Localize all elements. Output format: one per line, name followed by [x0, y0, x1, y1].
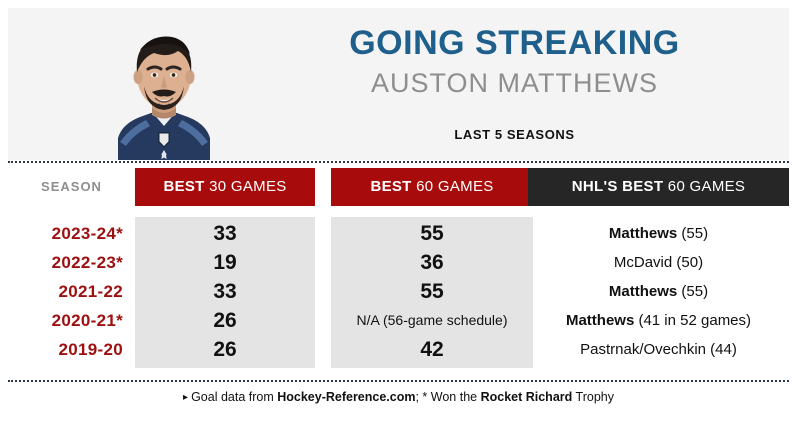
nhl-leader-detail: (50): [672, 254, 704, 271]
nhl-leader-detail: (55): [677, 283, 709, 300]
table-row: 26: [213, 309, 237, 332]
column-header-best-30-rest: 30 GAMES: [204, 178, 287, 195]
column-header-best-30-bold: BEST: [163, 178, 205, 195]
column-body-best-30-games: 33 19 33 26 26: [135, 217, 315, 368]
column-header-best-30-games: BEST 30 GAMES: [135, 168, 315, 206]
nhl-leader-name: Matthews: [565, 312, 635, 329]
table-row: 33: [213, 280, 237, 303]
column-body-best-60-games: 55 36 55 N/A (56-game schedule) 42: [331, 217, 533, 368]
table-row: Pastrnak/Ovechkin (44): [528, 335, 789, 364]
stats-table: SEASON 2023-24* 2022-23* 2021-22 2020-21…: [8, 168, 789, 374]
column-header-best-60-rest: 60 GAMES: [411, 178, 494, 195]
column-best-30-games: BEST 30 GAMES 33 19 33 26 26: [135, 168, 315, 368]
table-row: Matthews (55): [528, 219, 789, 248]
table-row: 55: [420, 280, 444, 303]
divider-top: [8, 161, 789, 163]
nhl-leader-detail: (41 in 52 games): [634, 312, 752, 329]
table-row: 2023-24*: [51, 224, 123, 243]
column-header-season: SEASON: [41, 179, 102, 194]
table-row: McDavid (50): [528, 248, 789, 277]
table-row: 19: [213, 251, 237, 274]
table-row: N/A (56-game schedule): [356, 312, 508, 328]
table-row: 55: [420, 222, 444, 245]
table-row: 2020-21*: [51, 311, 123, 330]
table-row: 26: [213, 338, 237, 361]
header-banner: GOING STREAKING AUSTON MATTHEWS LAST 5 S…: [8, 8, 789, 160]
column-header-nhl-bold: NHL'S BEST: [571, 178, 664, 195]
footer-source-note: ▸ Goal data from Hockey-Reference.com; * …: [8, 390, 789, 405]
footer-text-mid: ; * Won the: [415, 390, 481, 404]
footer-text-tail: Trophy: [572, 390, 614, 404]
footer-trophy-name: Rocket Richard: [480, 390, 573, 404]
table-row: 33: [213, 222, 237, 245]
nhl-leader-detail: (55): [677, 225, 709, 242]
table-row: 2022-23*: [51, 253, 123, 272]
divider-bottom: [8, 380, 789, 382]
table-row: Matthews (41 in 52 games): [528, 306, 789, 335]
page-title: GOING STREAKING: [349, 24, 680, 62]
footer-text-lead: Goal data from: [191, 390, 278, 404]
table-row: 36: [420, 251, 444, 274]
nhl-leader-name: McDavid: [613, 254, 673, 271]
player-headshot: [100, 20, 228, 160]
seasons-kicker: LAST 5 SEASONS: [454, 127, 575, 142]
nhl-leader-name: Matthews: [608, 225, 678, 242]
column-body-season: 2023-24* 2022-23* 2021-22 2020-21* 2019-…: [8, 217, 135, 368]
triangle-bullet-icon: ▸: [183, 392, 189, 403]
column-header-nhl-rest: 60 GAMES: [663, 178, 746, 195]
footer-source-name: Hockey-Reference.com: [277, 390, 416, 404]
nhl-leader-detail: (44): [706, 341, 737, 358]
column-nhl-best-60-games: NHL'S BEST 60 GAMES Matthews (55) McDavi…: [528, 168, 789, 368]
table-row: 42: [420, 338, 444, 361]
column-body-nhl-best-60-games: Matthews (55) McDavid (50) Matthews (55)…: [528, 217, 789, 368]
column-header-nhl-best-60-games: NHL'S BEST 60 GAMES: [528, 168, 789, 206]
title-block: GOING STREAKING AUSTON MATTHEWS LAST 5 S…: [240, 8, 789, 160]
column-header-best-60-bold: BEST: [370, 178, 412, 195]
nhl-leader-name: Matthews: [608, 283, 678, 300]
table-row: 2019-20: [58, 340, 123, 359]
nhl-leader-name: Pastrnak/Ovechkin: [580, 341, 707, 358]
column-header-best-60-games: BEST 60 GAMES: [331, 168, 533, 206]
column-season: SEASON 2023-24* 2022-23* 2021-22 2020-21…: [8, 168, 135, 368]
table-row: Matthews (55): [528, 277, 789, 306]
column-best-60-games: BEST 60 GAMES 55 36 55 N/A (56-game sche…: [331, 168, 533, 368]
player-name-subtitle: AUSTON MATTHEWS: [370, 68, 658, 98]
table-row: 2021-22: [58, 282, 123, 301]
